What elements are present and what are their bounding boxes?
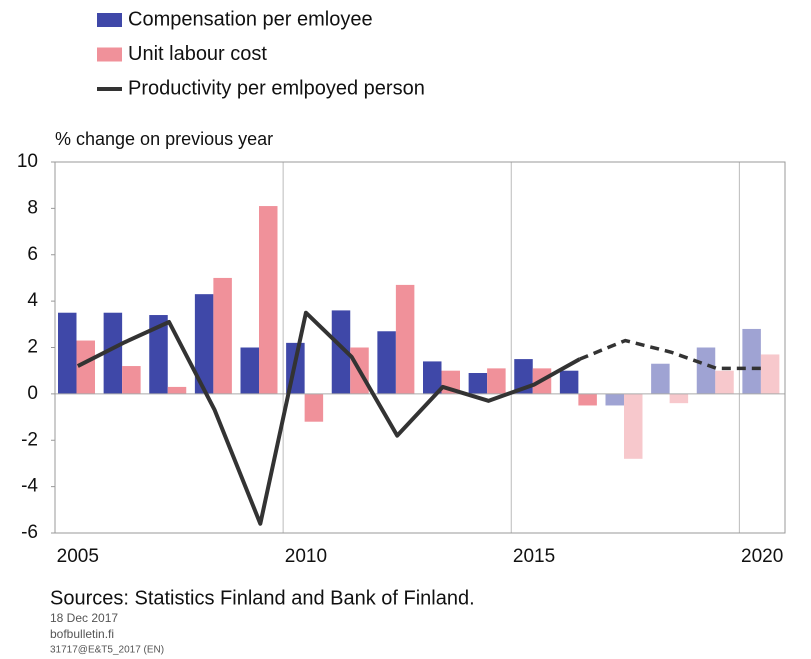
y-tick-label: 8: [27, 197, 38, 218]
legend-swatch: [97, 13, 122, 27]
x-tick-label: 2005: [57, 546, 99, 567]
bar: [149, 315, 168, 394]
x-tick-label: 2010: [285, 546, 327, 567]
bar: [669, 393, 689, 404]
bar: [578, 393, 597, 406]
bar: [487, 368, 506, 394]
bar: [468, 373, 488, 394]
y-tick-label: 2: [27, 337, 38, 358]
bar: [76, 340, 95, 394]
bar: [331, 310, 351, 394]
bar: [624, 393, 643, 459]
bar: [377, 331, 396, 394]
legend-label: Productivity per emlpoyed person: [128, 77, 425, 99]
bar: [213, 277, 232, 394]
y-tick-label: -6: [21, 522, 38, 543]
y-tick-label: 0: [27, 383, 38, 404]
bar: [167, 386, 187, 394]
bar: [194, 294, 214, 394]
bar: [58, 312, 77, 394]
bar: [696, 347, 716, 394]
bar: [304, 393, 324, 422]
y-tick-label: 6: [27, 244, 38, 265]
legend-swatch: [97, 47, 122, 62]
sources: Sources: Statistics Finland and Bank of …: [50, 587, 475, 609]
bar: [605, 393, 624, 406]
bar: [742, 328, 761, 394]
bar: [240, 347, 259, 394]
bar: [760, 354, 780, 394]
bar: [395, 284, 415, 394]
plot-border: [54, 161, 786, 534]
x-tick-label: 2020: [741, 546, 783, 567]
y-tick-label: 10: [17, 151, 38, 172]
x-tick-label: 2015: [513, 546, 555, 567]
bar: [651, 363, 670, 394]
bar: [715, 370, 734, 394]
bar: [423, 361, 442, 394]
date: 18 Dec 2017: [50, 611, 118, 625]
y-tick-label: -4: [21, 476, 38, 497]
line: [76, 310, 581, 526]
code: 31717@E&T5_2017 (EN): [50, 645, 164, 656]
legend-label: Unit labour cost: [128, 43, 267, 65]
legend-label: Compensation per emloyee: [128, 8, 373, 30]
bar: [259, 206, 278, 394]
bar: [559, 370, 579, 394]
y-tick-label: -2: [21, 429, 38, 450]
bar: [103, 312, 123, 394]
y-tick-label: 4: [27, 290, 38, 311]
forecast-line: [579, 338, 763, 371]
website: bofbulletin.fi: [50, 627, 114, 641]
y-axis-label: % change on previous year: [55, 129, 273, 149]
bar: [122, 366, 141, 394]
